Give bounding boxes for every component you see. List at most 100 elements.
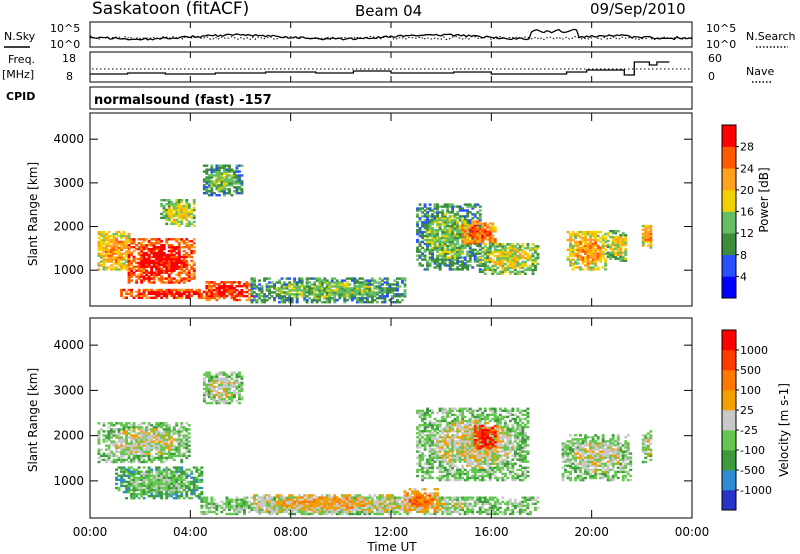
heatmap-cell — [594, 236, 598, 240]
heatmap-cell — [162, 290, 166, 294]
heatmap-cell — [258, 293, 261, 296]
heatmap-cell — [338, 508, 342, 512]
heatmap-cell — [581, 258, 585, 261]
heatmap-cell — [529, 247, 532, 250]
heatmap-cell — [210, 504, 214, 508]
heatmap-cell — [358, 512, 362, 516]
heatmap-cell — [433, 205, 437, 208]
heatmap-cell — [175, 497, 179, 500]
heatmap-cell — [212, 375, 216, 378]
heatmap-cell — [468, 250, 472, 253]
heatmap-cell — [130, 442, 133, 445]
heatmap-cell — [238, 298, 241, 302]
heatmap-cell — [155, 428, 159, 431]
heatmap-cell — [185, 261, 189, 265]
heatmap-cell — [112, 242, 116, 246]
heatmap-cell — [330, 510, 334, 514]
heatmap-cell — [511, 251, 515, 254]
heatmap-cell — [187, 263, 191, 266]
heatmap-cell — [481, 258, 485, 262]
heatmap-cell — [185, 288, 189, 292]
heatmap-cell — [150, 440, 154, 443]
heatmap-cell — [187, 275, 191, 278]
heatmap-cell — [478, 228, 482, 231]
heatmap-cell — [238, 395, 241, 399]
heatmap-cell — [105, 440, 108, 443]
heatmap-cell — [207, 283, 211, 286]
heatmap-cell — [110, 260, 113, 263]
heatmap-cell — [215, 178, 219, 181]
heatmap-cell — [313, 295, 317, 298]
heatmap-cell — [155, 261, 159, 265]
heatmap-cell — [200, 498, 204, 501]
heatmap-cell — [212, 289, 216, 292]
heatmap-cell — [461, 498, 465, 501]
heatmap-cell — [516, 270, 520, 273]
heatmap-cell — [280, 277, 284, 280]
heatmap-cell — [501, 270, 505, 273]
heatmap-cell — [190, 249, 194, 253]
heatmap-cell — [456, 252, 460, 255]
heatmap-cell — [152, 486, 156, 490]
heatmap-cell — [160, 269, 164, 272]
heatmap-cell — [596, 234, 600, 238]
heatmap-cell — [396, 283, 399, 286]
heatmap-cell — [396, 281, 399, 284]
heatmap-cell — [233, 296, 236, 300]
heatmap-cell — [511, 247, 515, 250]
heatmap-cell — [343, 293, 347, 296]
heatmap-cell — [438, 240, 442, 244]
heatmap-cell — [160, 279, 164, 282]
heatmap-cell — [120, 290, 123, 294]
heatmap-cell — [150, 468, 154, 471]
heatmap-cell — [258, 510, 261, 514]
heatmap-cell — [110, 238, 113, 242]
heatmap-cell — [102, 434, 106, 437]
heatmap-cell — [436, 260, 439, 263]
heatmap-cell — [192, 242, 196, 245]
heatmap-cell — [150, 446, 154, 449]
heatmap-cell — [217, 387, 221, 391]
heatmap-cell — [466, 244, 470, 248]
heatmap-cell — [458, 232, 462, 236]
heatmap-cell — [200, 472, 204, 475]
heatmap-cell — [303, 293, 307, 296]
heatmap-cell — [177, 488, 181, 492]
heatmap-cell — [222, 389, 226, 393]
heatmap-cell — [180, 468, 184, 471]
heatmap-cell — [177, 261, 181, 265]
heatmap-cell — [185, 442, 189, 445]
heatmap-cell — [210, 166, 214, 169]
heatmap-cell — [207, 508, 211, 512]
heatmap-cell — [616, 249, 620, 253]
heatmap-cell — [579, 242, 582, 246]
heatmap-cell — [130, 460, 133, 464]
heatmap-cell — [641, 240, 645, 243]
heatmap-cell — [167, 206, 171, 210]
heatmap-cell — [190, 267, 194, 270]
heatmap-cell — [190, 288, 194, 292]
heatmap-cell — [265, 299, 269, 302]
heatmap-cell — [523, 260, 527, 264]
heatmap-cell — [245, 290, 249, 294]
heatmap-cell — [345, 281, 349, 284]
heatmap-cell — [581, 260, 585, 263]
heatmap-cell — [443, 510, 447, 514]
heatmap-cell — [471, 512, 475, 516]
heatmap-cell — [222, 290, 226, 294]
heatmap-cell — [205, 170, 209, 173]
heatmap-cell — [97, 232, 101, 236]
heatmap-cell — [207, 377, 211, 380]
heatmap-cell — [478, 264, 482, 268]
heatmap-cell — [451, 242, 455, 246]
heatmap-cell — [122, 432, 126, 435]
heatmap-cell — [207, 182, 211, 185]
heatmap-cell — [160, 478, 164, 481]
heatmap-cell — [586, 232, 590, 236]
heatmap-cell — [107, 236, 111, 240]
heatmap-cell — [373, 287, 377, 290]
heatmap-cell — [192, 466, 196, 469]
heatmap-cell — [453, 215, 457, 218]
heatmap-cell — [305, 301, 309, 304]
heatmap-cell — [152, 436, 156, 439]
